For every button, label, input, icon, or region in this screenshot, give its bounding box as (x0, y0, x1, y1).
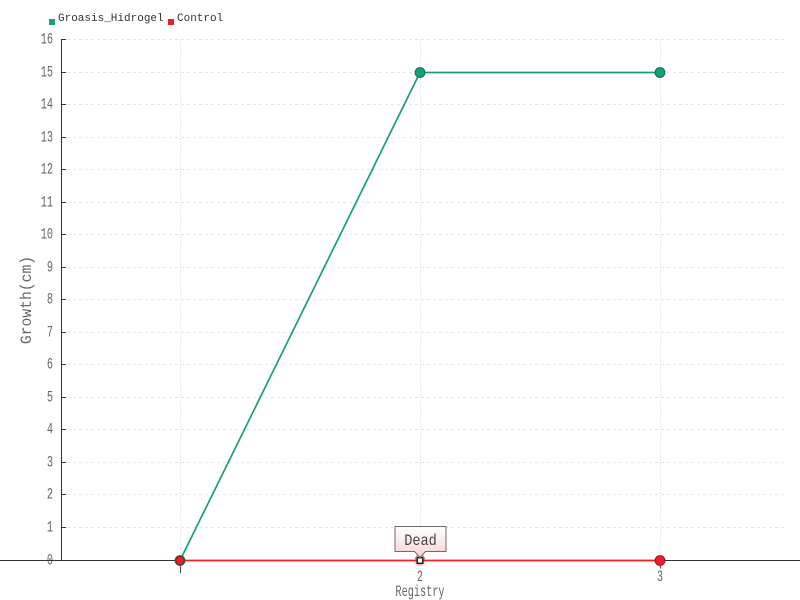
svg-text:5: 5 (47, 390, 53, 408)
svg-text:0: 0 (47, 553, 53, 571)
svg-text:Growth(cm): Growth(cm) (17, 256, 36, 344)
svg-text:11: 11 (41, 195, 53, 213)
svg-text:9: 9 (47, 260, 53, 278)
svg-text:2: 2 (47, 487, 53, 505)
svg-text:7: 7 (47, 325, 53, 343)
svg-text:13: 13 (41, 130, 53, 148)
svg-text:15: 15 (41, 65, 53, 83)
svg-text:1: 1 (47, 520, 53, 538)
svg-text:12: 12 (41, 162, 53, 180)
svg-text:14: 14 (41, 97, 53, 115)
svg-text:16: 16 (41, 32, 53, 50)
svg-text:8: 8 (47, 292, 53, 310)
svg-text:3: 3 (47, 455, 53, 473)
svg-text:6: 6 (47, 357, 53, 375)
svg-text:10: 10 (41, 227, 53, 245)
svg-text:Registry: Registry (395, 584, 444, 600)
svg-text:Dead: Dead (404, 533, 437, 550)
svg-text:3: 3 (657, 569, 663, 587)
svg-text:4: 4 (47, 422, 53, 440)
